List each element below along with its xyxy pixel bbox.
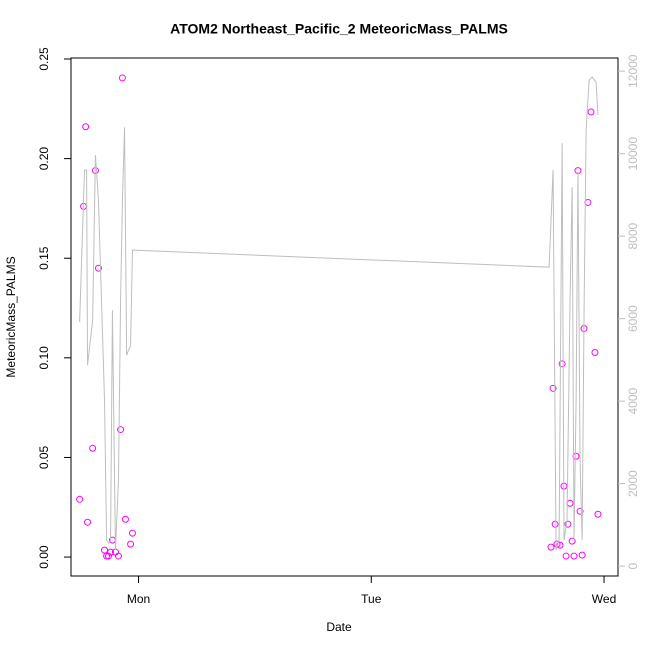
point: [594, 510, 602, 518]
y2-tick-label: 8000: [626, 222, 640, 249]
y2-tick-label: 12000: [626, 54, 640, 88]
point: [117, 426, 125, 434]
point: [121, 515, 129, 523]
point: [94, 264, 102, 272]
plot-box: [70, 57, 619, 577]
point: [562, 552, 570, 560]
point: [128, 529, 136, 537]
point: [104, 552, 112, 560]
x-tick-label: Tue: [361, 592, 382, 606]
point: [584, 198, 592, 206]
point: [547, 543, 555, 551]
line: [79, 76, 599, 551]
y2-tick-label: 6000: [626, 305, 640, 332]
point: [76, 495, 84, 503]
y-tick-label: 0.20: [37, 147, 51, 171]
point: [114, 552, 122, 560]
point: [549, 384, 557, 392]
y-tick-label: 0.15: [37, 246, 51, 270]
point: [127, 540, 135, 548]
y2-tick-label: 4000: [626, 387, 640, 414]
y2-tick-label: 0: [626, 562, 640, 569]
y2-tick-label: 2000: [626, 470, 640, 497]
chart-title: ATOM2 Northeast_Pacific_2 MeteoricMass_P…: [170, 21, 508, 37]
x-tick-label: Wed: [592, 592, 616, 606]
y2-tick-label: 10000: [626, 137, 640, 171]
y-tick-label: 0.25: [37, 47, 51, 71]
point: [570, 552, 578, 560]
x-tick-label: Mon: [127, 592, 150, 606]
point: [558, 360, 566, 368]
point: [84, 518, 92, 526]
point: [587, 108, 595, 116]
point: [568, 537, 576, 545]
point: [82, 123, 90, 131]
point: [566, 499, 574, 507]
y-tick-label: 0.10: [37, 346, 51, 370]
point: [101, 546, 109, 554]
point: [103, 552, 111, 560]
point: [591, 348, 599, 356]
point: [89, 444, 97, 452]
y-axis-label: MeteoricMass_PALMS: [4, 256, 18, 377]
point: [107, 548, 115, 556]
point: [556, 541, 564, 549]
y-tick-label: 0.00: [37, 545, 51, 569]
y-tick-label: 0.05: [37, 445, 51, 469]
point: [564, 520, 572, 528]
point: [118, 74, 126, 82]
point: [578, 551, 586, 559]
point: [551, 520, 559, 528]
point: [576, 507, 584, 515]
x-axis-label: Date: [326, 620, 352, 634]
